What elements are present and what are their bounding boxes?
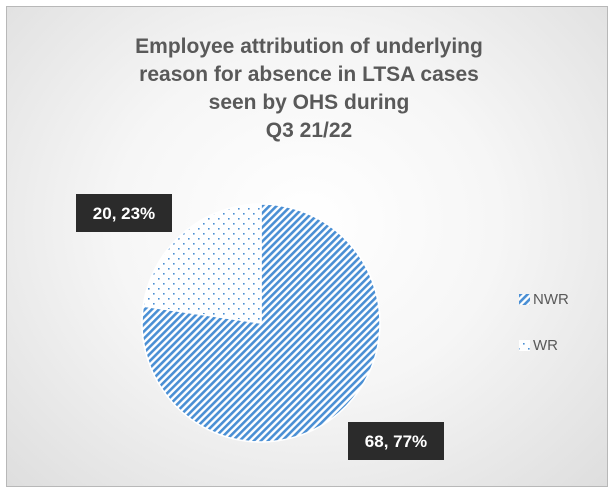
pie-chart: Employee attribution of underlying reaso… [76,35,569,460]
pie-slice-wr [142,203,262,324]
data-label-text: 20, 23% [93,204,155,223]
pie-slice-nwr [141,203,381,443]
chart-title-line-2: reason for absence in LTSA cases [139,63,479,86]
legend-entry-nwr: NWR [519,291,569,308]
legend-label-nwr: NWR [533,291,569,308]
chart-title-line-1: Employee attribution of underlying [135,35,483,58]
pie-slices [141,203,381,443]
data-labels: 68, 77% 20, 23% [76,194,444,460]
data-label-wr: 20, 23% [76,194,172,232]
data-label-text: 68, 77% [365,432,427,451]
legend-swatch-wr [519,340,530,351]
chart-title: Employee attribution of underlying reaso… [135,35,483,142]
legend-label-wr: WR [533,337,558,354]
legend-swatch-nwr [519,294,530,305]
chart-area: Employee attribution of underlying reaso… [6,6,608,487]
data-label-box [76,194,172,232]
chart-title-line-3: seen by OHS during [209,91,410,114]
chart-title-line-4: Q3 21/22 [266,119,352,142]
data-label-nwr: 68, 77% [348,422,444,460]
legend: NWR WR [519,291,569,354]
data-label-box [348,422,444,460]
legend-entry-wr: WR [519,337,558,354]
